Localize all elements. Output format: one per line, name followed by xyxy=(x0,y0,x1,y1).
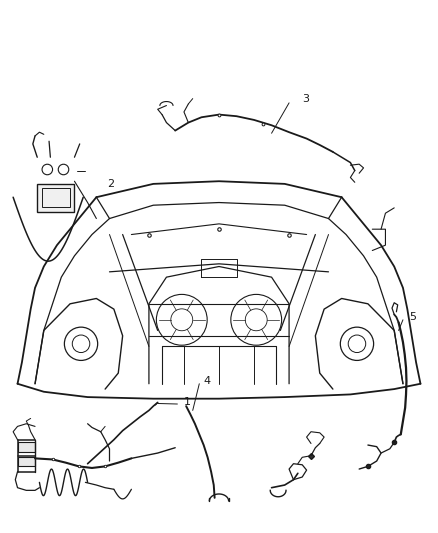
Bar xyxy=(42,188,70,207)
Text: 4: 4 xyxy=(204,376,211,386)
FancyBboxPatch shape xyxy=(18,457,35,466)
Bar xyxy=(37,184,74,212)
Text: 5: 5 xyxy=(410,312,417,322)
Text: 2: 2 xyxy=(107,179,114,189)
Text: 3: 3 xyxy=(302,94,309,103)
FancyBboxPatch shape xyxy=(18,442,35,452)
Text: 1: 1 xyxy=(184,398,191,407)
